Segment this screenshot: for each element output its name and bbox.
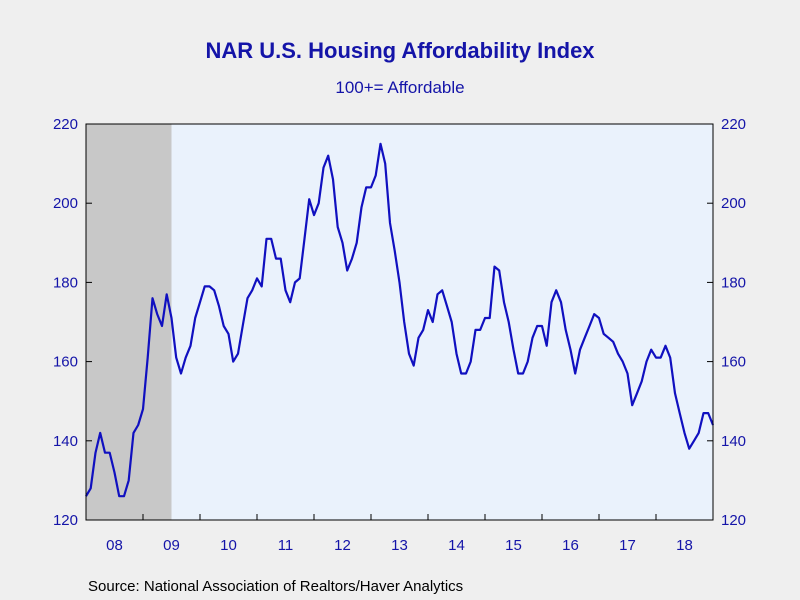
y-tick-label-right: 200 — [721, 195, 746, 212]
y-tick-label-right: 140 — [721, 433, 746, 450]
y-tick-label-left: 200 — [53, 195, 78, 212]
y-tick-label-right: 160 — [721, 354, 746, 371]
y-tick-label-right: 220 — [721, 116, 746, 133]
y-tick-label-left: 120 — [53, 512, 78, 529]
x-tick-label: 18 — [676, 537, 693, 554]
x-tick-label: 08 — [106, 537, 123, 554]
x-tick-label: 12 — [334, 537, 351, 554]
recession-shading — [86, 124, 172, 520]
y-tick-label-right: 120 — [721, 512, 746, 529]
x-tick-label: 10 — [220, 537, 237, 554]
x-tick-label: 15 — [505, 537, 522, 554]
series-line-0 — [85, 142, 715, 498]
y-tick-label-left: 180 — [53, 274, 78, 291]
y-tick-label-left: 140 — [53, 433, 78, 450]
y-tick-label-right: 180 — [721, 274, 746, 291]
chart-title: NAR U.S. Housing Affordability Index — [205, 38, 595, 63]
plot-area — [86, 124, 713, 520]
chart-subtitle: 100+= Affordable — [335, 78, 465, 97]
x-tick-label: 17 — [619, 537, 636, 554]
plot-frame — [85, 123, 714, 521]
y-tick-label-left: 160 — [53, 354, 78, 371]
x-tick-label: 14 — [448, 537, 465, 554]
x-tick-label: 16 — [562, 537, 579, 554]
y-tick-label-left: 220 — [53, 116, 78, 133]
source-note: Source: National Association of Realtors… — [88, 578, 464, 595]
x-tick-label: 09 — [163, 537, 180, 554]
x-tick-label: 13 — [391, 537, 408, 554]
x-tick-label: 11 — [278, 537, 294, 554]
